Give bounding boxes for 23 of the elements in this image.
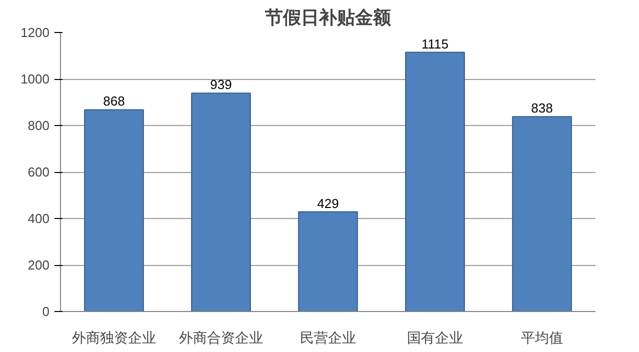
chart-title: 节假日补贴金额 [264,8,392,28]
data-label: 939 [210,77,232,92]
x-tick-label: 国有企业 [407,330,463,346]
data-label: 429 [317,196,339,211]
y-tick-label: 800 [28,118,50,133]
y-tick-label: 600 [28,164,50,180]
y-tick-label: 1000 [20,72,50,86]
y-tick-label: 200 [28,258,50,272]
bar [84,109,144,312]
x-tick-label: 平均值 [521,330,563,346]
x-tick-label: 外商合资企业 [179,330,263,346]
bar [512,116,572,312]
y-tick-label: 1200 [20,25,50,40]
y-tick-label: 0 [42,304,50,319]
bar [298,211,358,312]
data-label: 1115 [422,36,449,52]
x-tick-label: 民营企业 [300,330,356,346]
x-tick-label: 外商独资企业 [72,330,156,346]
data-label: 838 [531,100,553,116]
data-label: 868 [103,94,125,109]
y-tick-label: 400 [28,211,50,226]
bar [405,52,465,312]
bar [191,92,251,312]
